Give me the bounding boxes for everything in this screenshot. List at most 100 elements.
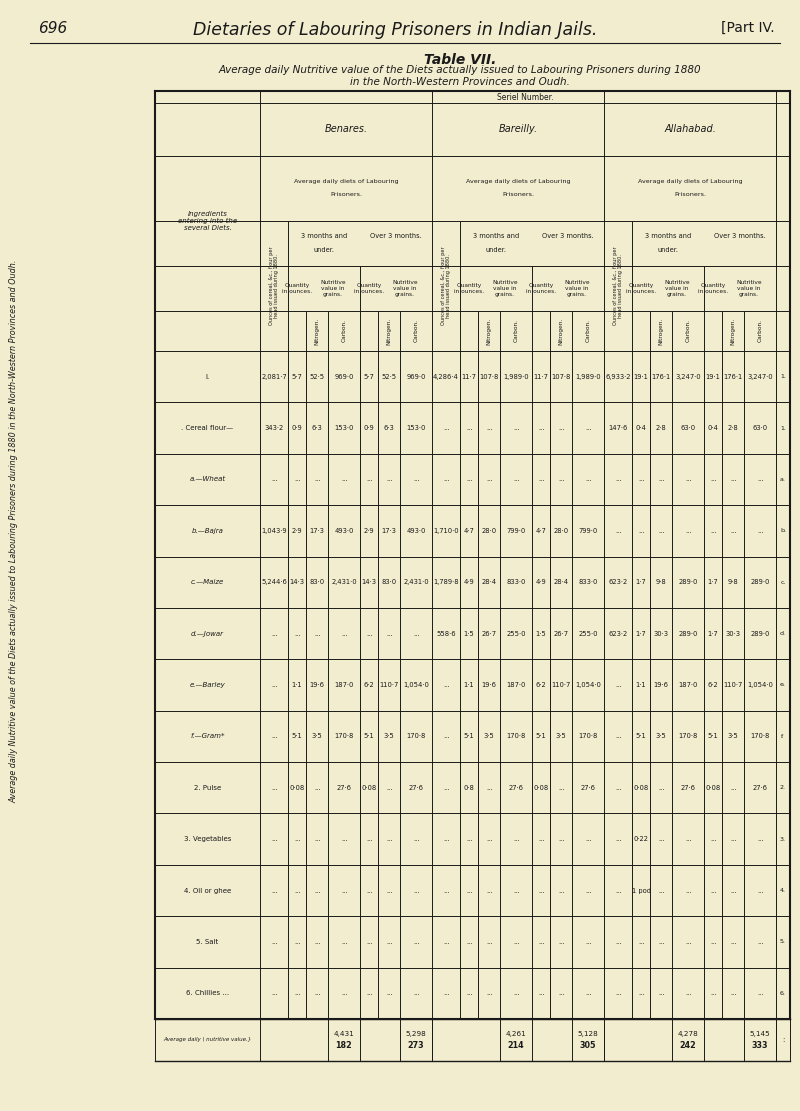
Text: Nitrogen.: Nitrogen.	[558, 318, 563, 344]
Text: c.—Maize: c.—Maize	[191, 579, 224, 585]
Text: Carbon.: Carbon.	[514, 320, 518, 342]
Text: 63·0: 63·0	[753, 426, 767, 431]
Text: 1·1: 1·1	[464, 682, 474, 688]
Text: ...: ...	[366, 990, 372, 997]
Text: 110·7: 110·7	[551, 682, 570, 688]
Text: 6·2: 6·2	[364, 682, 374, 688]
Text: ...: ...	[314, 888, 320, 893]
Text: 6·2: 6·2	[536, 682, 546, 688]
Text: d.—Jowar: d.—Jowar	[191, 631, 224, 637]
Text: 2,081·7: 2,081·7	[261, 373, 287, 380]
Text: ...: ...	[615, 837, 621, 842]
Text: Over 3 months.: Over 3 months.	[714, 233, 766, 240]
Text: Nutritive
value in
grains.: Nutritive value in grains.	[736, 280, 762, 297]
Text: 1·7: 1·7	[636, 631, 646, 637]
Text: 0·08: 0·08	[362, 784, 377, 791]
Text: ...: ...	[638, 990, 644, 997]
Text: ...: ...	[413, 477, 419, 482]
Text: 0·08: 0·08	[706, 784, 721, 791]
Text: ...: ...	[513, 888, 519, 893]
Text: 30·3: 30·3	[726, 631, 741, 637]
Text: 1·5: 1·5	[464, 631, 474, 637]
Text: 343·2: 343·2	[264, 426, 284, 431]
Text: ...: ...	[638, 528, 644, 534]
Text: ...: ...	[271, 888, 277, 893]
Text: 305: 305	[580, 1041, 596, 1051]
Text: ...: ...	[730, 477, 736, 482]
Text: 0·08: 0·08	[634, 784, 649, 791]
Text: ...: ...	[271, 477, 277, 482]
Text: ...: ...	[271, 733, 277, 740]
Text: ...: ...	[314, 837, 320, 842]
Text: ...: ...	[443, 939, 449, 945]
Text: Nutritive
value in
grains.: Nutritive value in grains.	[664, 280, 690, 297]
Text: 0·9: 0·9	[364, 426, 374, 431]
Text: 28·4: 28·4	[554, 579, 569, 585]
Text: ...: ...	[341, 939, 347, 945]
Text: 3·5: 3·5	[384, 733, 394, 740]
Text: 170·8: 170·8	[578, 733, 598, 740]
Text: 107·8: 107·8	[551, 373, 570, 380]
Text: 2. Pulse: 2. Pulse	[194, 784, 221, 791]
Text: 110·7: 110·7	[379, 682, 398, 688]
Text: 289·0: 289·0	[678, 579, 698, 585]
Text: ...: ...	[558, 837, 564, 842]
Text: ...: ...	[413, 837, 419, 842]
Text: 5·1: 5·1	[364, 733, 374, 740]
Text: ...: ...	[443, 477, 449, 482]
Text: Prisoners.: Prisoners.	[674, 192, 706, 197]
Text: ...: ...	[513, 990, 519, 997]
Text: 1.: 1.	[780, 374, 786, 379]
Text: 3,247·0: 3,247·0	[747, 373, 773, 380]
Text: e.—Barley: e.—Barley	[190, 682, 226, 688]
Text: ...: ...	[558, 990, 564, 997]
Text: 5·1: 5·1	[464, 733, 474, 740]
Text: ...: ...	[585, 888, 591, 893]
Text: ...: ...	[658, 477, 664, 482]
Text: ...: ...	[314, 939, 320, 945]
Text: 187·0: 187·0	[678, 682, 698, 688]
Text: 170·8: 170·8	[678, 733, 698, 740]
Text: 4·9: 4·9	[464, 579, 474, 585]
Text: ...: ...	[558, 888, 564, 893]
Text: ...: ...	[558, 426, 564, 431]
Text: 3·5: 3·5	[484, 733, 494, 740]
Text: 3·5: 3·5	[656, 733, 666, 740]
Text: 170·8: 170·8	[334, 733, 354, 740]
Text: ...: ...	[685, 990, 691, 997]
Text: ...: ...	[513, 477, 519, 482]
Text: 5·1: 5·1	[292, 733, 302, 740]
Text: 11·7: 11·7	[462, 373, 477, 380]
Text: ...: ...	[513, 837, 519, 842]
Text: 1·5: 1·5	[536, 631, 546, 637]
Text: 28·0: 28·0	[482, 528, 497, 534]
Text: ...: ...	[757, 528, 763, 534]
Text: 2,431·0: 2,431·0	[331, 579, 357, 585]
Text: Quantity
in ounces.: Quantity in ounces.	[354, 283, 384, 294]
Text: Over 3 months.: Over 3 months.	[370, 233, 422, 240]
Text: ...: ...	[585, 426, 591, 431]
Text: 2·9: 2·9	[364, 528, 374, 534]
Text: 969·0: 969·0	[334, 373, 354, 380]
Text: ...: ...	[294, 477, 300, 482]
Text: Nutritive
value in
grains.: Nutritive value in grains.	[492, 280, 518, 297]
Text: 2·8: 2·8	[728, 426, 738, 431]
Text: 4,286·4: 4,286·4	[433, 373, 459, 380]
Text: c.: c.	[780, 580, 786, 584]
Text: 11·7: 11·7	[534, 373, 549, 380]
Text: ...: ...	[730, 990, 736, 997]
Text: 289·0: 289·0	[750, 631, 770, 637]
Text: 14·3: 14·3	[362, 579, 377, 585]
Text: 28·4: 28·4	[482, 579, 497, 585]
Text: ...: ...	[658, 939, 664, 945]
Text: ...: ...	[294, 631, 300, 637]
Text: Ounces of cereal, &c., flour per
head issued during 1880.: Ounces of cereal, &c., flour per head is…	[269, 247, 279, 326]
Text: ...: ...	[386, 784, 392, 791]
Text: ...: ...	[757, 990, 763, 997]
Text: 1 pod: 1 pod	[631, 888, 650, 893]
Text: ...: ...	[730, 888, 736, 893]
Text: 110·7: 110·7	[723, 682, 742, 688]
Text: ...: ...	[386, 477, 392, 482]
Text: ...: ...	[314, 784, 320, 791]
Text: 4·7: 4·7	[464, 528, 474, 534]
